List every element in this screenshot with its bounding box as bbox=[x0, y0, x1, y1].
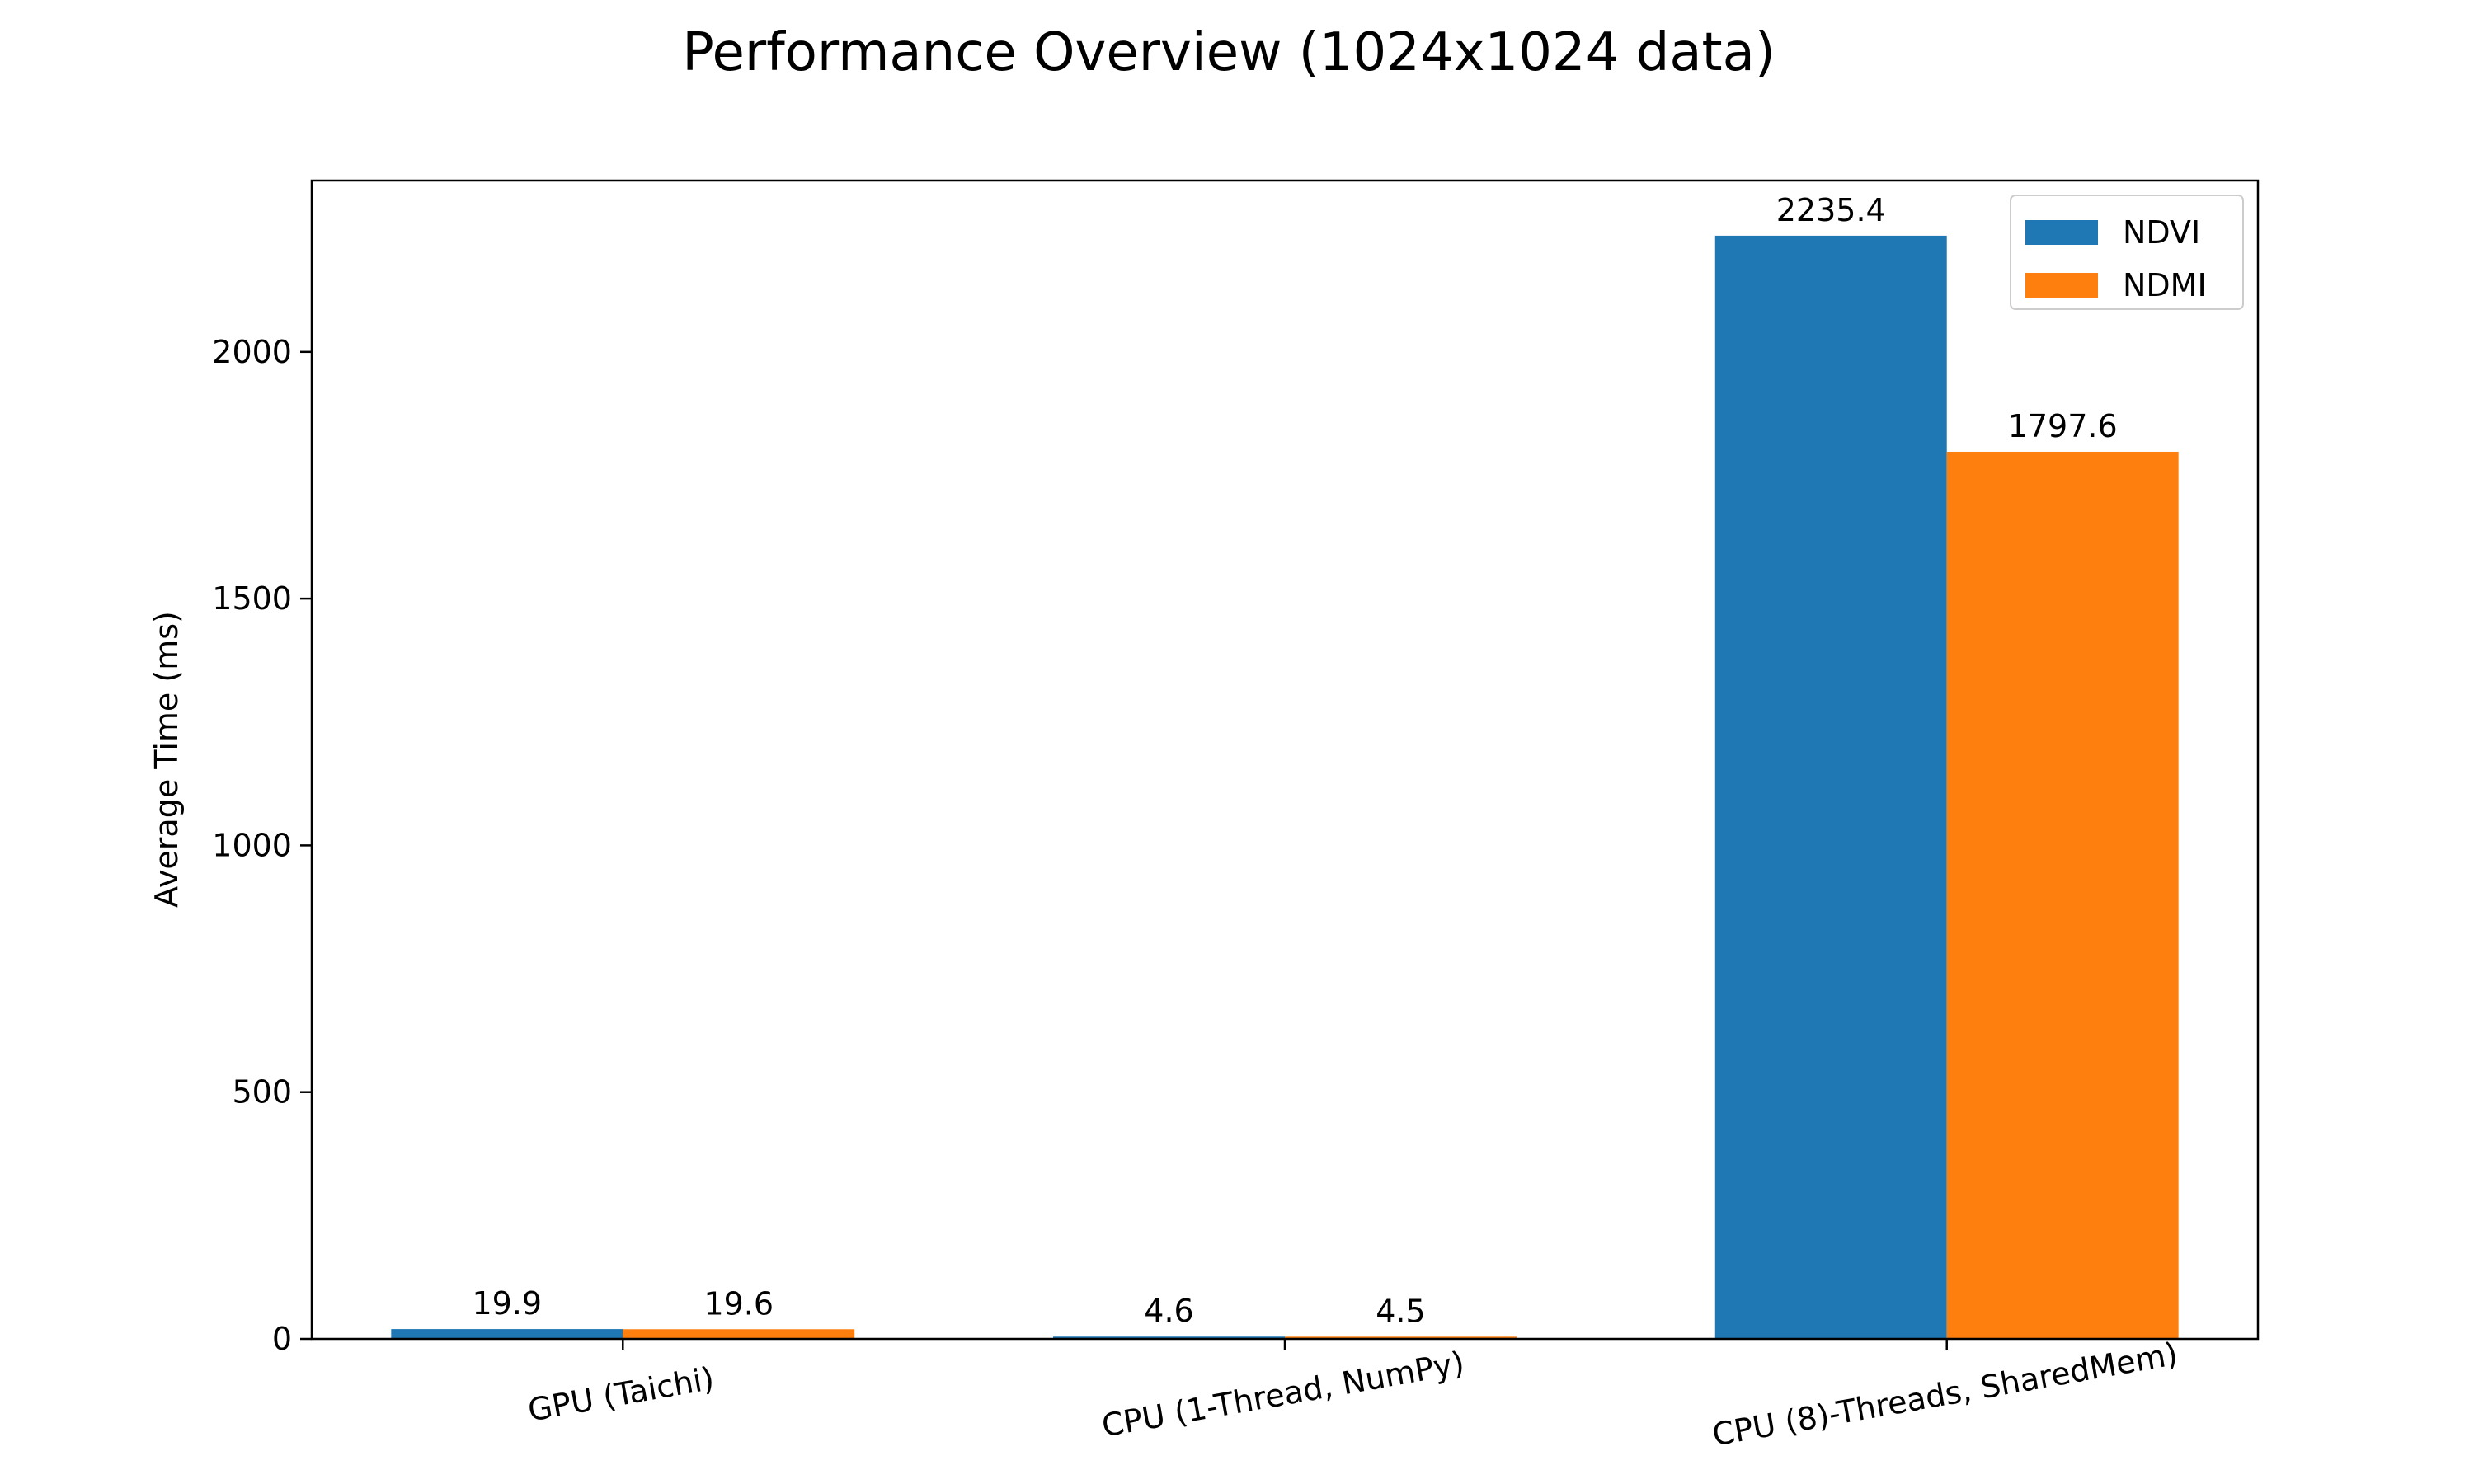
data-label-ndmi-3: 1797.6 bbox=[2008, 408, 2118, 444]
y-tick-label-2: 1000 bbox=[212, 827, 292, 863]
data-label-ndmi-2: 4.5 bbox=[1376, 1293, 1425, 1329]
data-label-ndvi-3: 2235.4 bbox=[1776, 192, 1886, 228]
bar-ndvi-3 bbox=[1714, 235, 1947, 1339]
y-tick-label-3: 1500 bbox=[212, 580, 292, 617]
legend-label-ndmi: NDMI bbox=[2123, 267, 2207, 303]
chart-title: Performance Overview (1024x1024 data) bbox=[682, 22, 1776, 83]
legend-label-ndvi: NDVI bbox=[2123, 214, 2200, 251]
y-tick-label-0: 0 bbox=[272, 1321, 292, 1357]
bar-ndvi-2 bbox=[1053, 1336, 1285, 1339]
bar-ndmi-3 bbox=[1946, 451, 2179, 1339]
bar-ndvi-1 bbox=[391, 1329, 623, 1339]
data-label-ndmi-1: 19.6 bbox=[703, 1285, 774, 1322]
x-tick-label-3: CPU (8)-Threads, SharedMem) bbox=[1710, 1336, 2180, 1453]
legend-swatch-ndvi bbox=[2025, 220, 2098, 245]
y-tick-label-1: 500 bbox=[232, 1074, 292, 1111]
x-tick-label-1: GPU (Taichi) bbox=[525, 1360, 717, 1429]
plot-area: 19.9 4.6 2235.4 19.6 4.5 1797.6 0 500 1000 1500 20… bbox=[212, 179, 2260, 1453]
data-label-ndvi-2: 4.6 bbox=[1144, 1293, 1193, 1329]
bar-ndmi-1 bbox=[623, 1329, 855, 1339]
y-axis-label: Average Time (ms) bbox=[148, 611, 185, 908]
data-label-ndvi-1: 19.9 bbox=[472, 1285, 542, 1322]
legend-swatch-ndmi bbox=[2025, 273, 2098, 298]
y-tick-label-4: 2000 bbox=[212, 334, 292, 370]
x-tick-label-2: CPU (1-Thread, NumPy) bbox=[1099, 1345, 1467, 1444]
bar-ndmi-2 bbox=[1285, 1336, 1517, 1339]
